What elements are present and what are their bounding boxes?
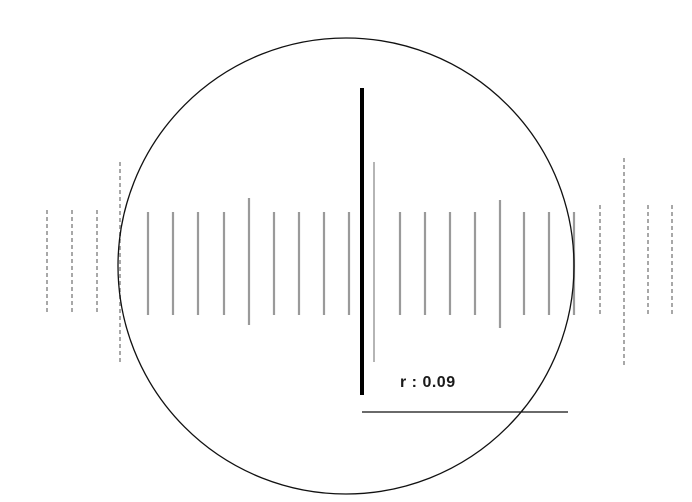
radius-readout: r : 0.09 [400, 374, 456, 391]
boundary-circle [117, 37, 575, 495]
stripe-pattern [46, 158, 673, 365]
